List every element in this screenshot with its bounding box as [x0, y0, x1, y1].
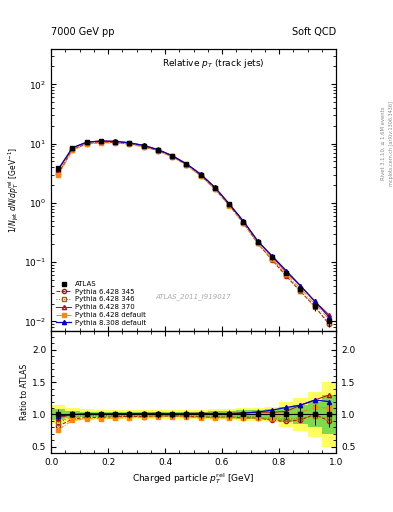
- Text: mcplots.cern.ch [arXiv:1306.3436]: mcplots.cern.ch [arXiv:1306.3436]: [389, 101, 393, 186]
- Text: Rivet 3.1.10, ≥ 1.6M events: Rivet 3.1.10, ≥ 1.6M events: [381, 106, 386, 180]
- Text: Soft QCD: Soft QCD: [292, 27, 336, 37]
- Y-axis label: $1/N_{\rm jet}\;dN/dp_T^{\rm rel}\;[{\rm GeV}^{-1}]$: $1/N_{\rm jet}\;dN/dp_T^{\rm rel}\;[{\rm…: [7, 146, 21, 232]
- Text: ATLAS_2011_I919017: ATLAS_2011_I919017: [156, 293, 231, 300]
- Text: 7000 GeV pp: 7000 GeV pp: [51, 27, 115, 37]
- Legend: ATLAS, Pythia 6.428 345, Pythia 6.428 346, Pythia 6.428 370, Pythia 6.428 defaul: ATLAS, Pythia 6.428 345, Pythia 6.428 34…: [55, 280, 147, 327]
- Text: Relative $p_T$ (track jets): Relative $p_T$ (track jets): [162, 57, 265, 70]
- X-axis label: Charged particle $p_T^{\rm rel}$ [GeV]: Charged particle $p_T^{\rm rel}$ [GeV]: [132, 471, 255, 486]
- Y-axis label: Ratio to ATLAS: Ratio to ATLAS: [20, 364, 29, 420]
